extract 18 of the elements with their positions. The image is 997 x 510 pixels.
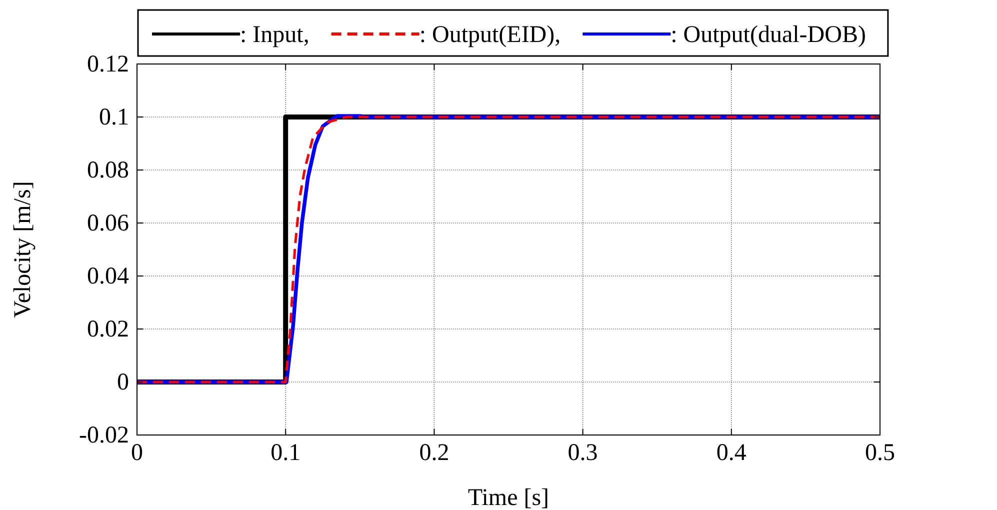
x-tick-label: 0.2 [419,440,450,466]
y-tick-label: 0.08 [87,158,129,184]
y-tick-label: 0.02 [87,316,129,343]
legend-label: : Input, [240,22,310,48]
y-tick-label: 0.04 [87,264,129,290]
y-tick-label: 0.1 [99,104,129,131]
x-tick-label: 0.3 [568,440,598,466]
y-tick-label: 0.12 [87,52,129,78]
x-tick-label: 0.1 [270,440,301,466]
x-tick-label: 0.4 [716,440,746,466]
x-axis-title: Time [s] [468,485,550,510]
y-axis-title: Velocity [m/s] [10,181,36,318]
y-tick-label: -0.02 [79,422,129,449]
legend-label: : Output(EID), [419,22,561,48]
legend-label: : Output(dual-DOB) [670,22,866,48]
y-tick-label: 0.06 [87,210,129,237]
x-tick-label: 0.5 [865,440,895,466]
y-tick-label: 0 [117,370,129,396]
